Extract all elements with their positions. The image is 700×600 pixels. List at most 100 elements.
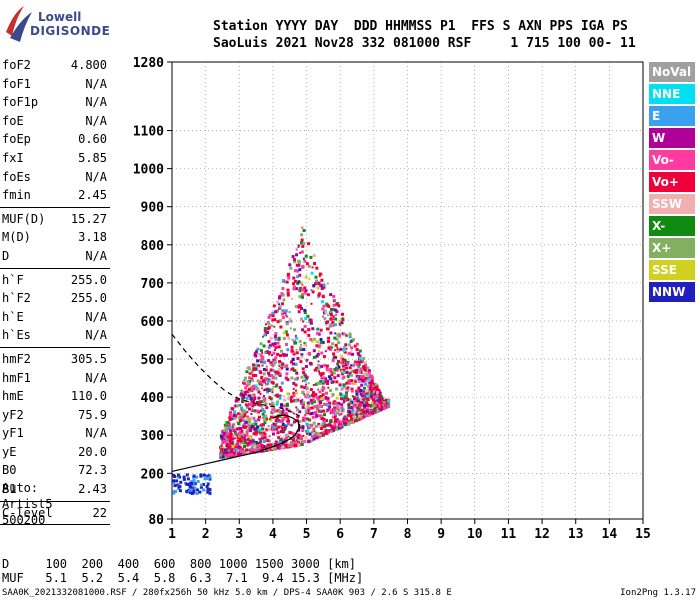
echo-point (319, 401, 323, 405)
echo-point (233, 430, 237, 434)
echo-point (370, 379, 374, 383)
echo-point (369, 374, 373, 378)
echo-point (268, 439, 271, 443)
echo-point (261, 351, 264, 354)
echo-point (301, 295, 304, 299)
echo-point (369, 408, 372, 411)
echo-point (265, 365, 268, 368)
echo-point (294, 337, 298, 341)
param-value: 5.85 (78, 150, 107, 165)
echo-point (325, 321, 329, 324)
echo-point (340, 355, 344, 359)
echo-point (319, 283, 323, 287)
echo-point (241, 432, 245, 436)
echo-point (265, 446, 268, 450)
echo-point (353, 362, 356, 365)
echo-point (269, 368, 273, 372)
echo-point (262, 398, 266, 402)
echo-point (281, 316, 285, 320)
echo-point (383, 406, 386, 410)
echo-point (312, 355, 316, 359)
echo-point (259, 358, 263, 362)
echo-point (300, 355, 304, 359)
echo-point (300, 294, 304, 297)
echo-point (263, 360, 267, 364)
echo-point (339, 347, 343, 351)
echo-point (312, 421, 316, 425)
echo-point (365, 407, 369, 411)
echo-point (179, 480, 183, 484)
echo-point (310, 423, 314, 427)
echo-point (243, 440, 247, 444)
param-value: 15.27 (70, 211, 107, 226)
echo-point (280, 381, 284, 385)
echo-point (329, 367, 333, 371)
echo-point (320, 424, 324, 428)
echo-point (246, 429, 250, 432)
echo-point (373, 407, 376, 410)
echo-point (220, 435, 224, 439)
param-row: yF2 75.9 (0, 406, 112, 425)
echo-point (273, 342, 277, 346)
echo-point (259, 349, 263, 353)
echo-point (290, 399, 293, 403)
echo-point (348, 410, 352, 414)
echo-point (340, 323, 343, 326)
echo-point (351, 352, 354, 356)
echo-point (305, 394, 309, 398)
echo-point (256, 409, 259, 413)
echo-point (327, 304, 331, 308)
echo-point (344, 360, 348, 364)
echo-point (325, 364, 329, 368)
echo-point (294, 269, 297, 273)
echo-point (270, 363, 274, 367)
echo-point (375, 400, 379, 404)
x-tick-label: 15 (635, 527, 651, 542)
echo-point (346, 419, 350, 423)
echo-point (365, 394, 369, 398)
echo-point (296, 408, 300, 412)
x-tick-label: 11 (501, 527, 517, 542)
echo-point (231, 424, 235, 428)
param-label: foF2 (2, 58, 31, 72)
echo-point (293, 260, 297, 264)
echo-point (301, 244, 305, 248)
echo-point (286, 315, 289, 318)
echo-point (226, 435, 229, 438)
echo-point (341, 317, 344, 320)
echo-point (356, 399, 360, 403)
param-row: h`F 255.0 (0, 271, 112, 290)
echo-point (297, 305, 301, 309)
echo-point (306, 432, 308, 435)
echo-point (358, 354, 362, 358)
echo-point (338, 319, 342, 323)
echo-point (314, 411, 318, 414)
echo-point (312, 349, 316, 353)
echo-point (348, 372, 351, 375)
echo-point (319, 338, 323, 341)
echo-point (292, 412, 295, 415)
echo-point (345, 391, 348, 395)
echo-point (358, 388, 361, 391)
echo-point (293, 444, 297, 448)
param-value: 0.60 (78, 132, 107, 147)
echo-point (326, 408, 330, 412)
echo-point (354, 371, 358, 374)
echo-point (348, 343, 352, 347)
echo-point (285, 322, 289, 326)
echo-point (313, 405, 316, 409)
echo-point (334, 419, 337, 423)
echo-point (364, 382, 368, 386)
echo-point (271, 447, 274, 450)
echo-point (347, 413, 350, 417)
echo-point (267, 320, 270, 323)
echo-point (260, 375, 264, 379)
echo-point (360, 408, 364, 412)
file-info-footer: SAA0K_2021332081000.RSF / 280fx256h 50 k… (2, 588, 452, 598)
echo-point (329, 331, 333, 335)
header-line-1: Station YYYY DAY DDD HHMMSS P1 FFS S AXN… (213, 19, 628, 34)
echo-point (345, 347, 348, 350)
echo-point (330, 429, 334, 433)
echo-point (232, 414, 236, 417)
echo-point (288, 263, 292, 267)
